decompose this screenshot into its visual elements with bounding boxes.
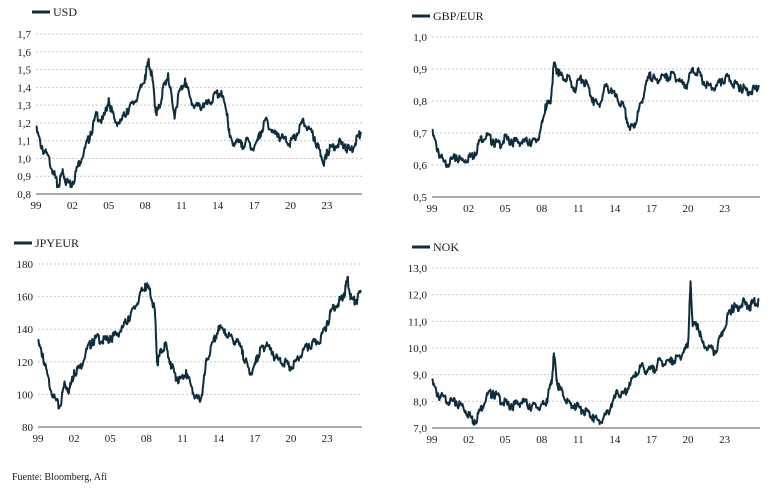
x-tick-label: 17 — [249, 433, 261, 445]
x-tick-label: 20 — [683, 434, 695, 446]
series-line-usd — [35, 57, 362, 189]
y-tick-label: 12,0 — [408, 290, 428, 302]
legend-label: GBP/EUR — [433, 9, 484, 23]
x-tick-label: 23 — [719, 203, 731, 215]
x-tick-label: 14 — [212, 200, 224, 212]
x-tick-label: 02 — [463, 434, 474, 446]
x-tick-label: 05 — [105, 433, 117, 445]
y-tick-label: 1,0 — [413, 32, 427, 44]
x-tick-label: 23 — [321, 200, 333, 212]
x-tick-label: 02 — [463, 203, 474, 215]
y-tick-label: 1,0 — [17, 153, 31, 165]
y-tick-label: 120 — [17, 357, 34, 369]
y-tick-label: 8,0 — [413, 396, 427, 408]
x-tick-label: 11 — [573, 434, 584, 446]
x-tick-label: 99 — [33, 433, 45, 445]
x-tick-label: 99 — [427, 434, 439, 446]
x-tick-label: 08 — [536, 434, 548, 446]
legend-label: NOK — [433, 240, 459, 254]
x-tick-label: 17 — [646, 203, 658, 215]
y-tick-label: 0,7 — [413, 128, 427, 140]
y-tick-label: 13,0 — [408, 263, 428, 275]
x-tick-label: 14 — [609, 203, 621, 215]
x-tick-label: 11 — [573, 203, 584, 215]
y-tick-label: 80 — [22, 422, 34, 434]
x-tick-label: 02 — [67, 200, 78, 212]
y-tick-label: 140 — [17, 324, 34, 336]
series-line-gbpeur — [431, 61, 760, 169]
x-tick-label: 99 — [31, 200, 43, 212]
gbp-eur-chart: 0,5 0,6 0,7 0,8 0,9 1,0 99 02 05 08 11 14 17 20 23 GBP/… — [412, 9, 760, 215]
series-line-jpyeur — [37, 275, 362, 410]
jpyeur-chart: 80 100 120 140 160 180 99 02 05 08 11 14 17 20 23 JPYEU… — [14, 236, 362, 445]
x-tick-label: 05 — [500, 434, 512, 446]
y-tick-label: 160 — [17, 292, 34, 304]
x-tick-label: 02 — [69, 433, 80, 445]
legend-label: USD — [53, 5, 77, 19]
legend-label: JPYEUR — [35, 236, 79, 250]
x-tick-label: 20 — [683, 203, 695, 215]
x-tick-label: 20 — [285, 433, 297, 445]
y-tick-label: 1,6 — [17, 47, 31, 59]
y-tick-label: 180 — [17, 259, 34, 271]
y-tick-label: 0,5 — [413, 192, 427, 204]
x-tick-label: 11 — [177, 433, 188, 445]
y-tick-label: 0,9 — [17, 171, 31, 183]
y-tick-label: 1,1 — [17, 136, 31, 148]
x-tick-label: 20 — [285, 200, 297, 212]
y-tick-label: 0,8 — [17, 189, 31, 201]
series-line-nok — [431, 280, 760, 426]
y-tick-label: 1,5 — [17, 65, 31, 77]
x-tick-label: 08 — [140, 200, 152, 212]
x-tick-label: 99 — [427, 203, 439, 215]
x-tick-label: 17 — [646, 434, 658, 446]
usd-chart: 0,8 0,9 1,0 1,1 1,2 1,3 1,4 1,5 1,6 1,7 99 02 05 08 11… — [17, 5, 362, 212]
x-tick-label: 23 — [719, 434, 731, 446]
y-tick-label: 0,6 — [413, 160, 427, 172]
y-tick-label: 10,0 — [408, 343, 428, 355]
x-tick-label: 17 — [249, 200, 261, 212]
x-tick-label: 08 — [141, 433, 153, 445]
x-tick-label: 05 — [103, 200, 115, 212]
source-note: Fuente: Bloomberg, Afi — [12, 472, 108, 483]
x-tick-label: 11 — [176, 200, 187, 212]
x-tick-label: 23 — [322, 433, 334, 445]
y-tick-label: 9,0 — [413, 370, 427, 382]
y-tick-label: 1,3 — [17, 100, 31, 112]
y-tick-label: 1,4 — [17, 82, 31, 94]
y-tick-label: 11,0 — [408, 316, 427, 328]
y-tick-label: 0,9 — [413, 64, 427, 76]
x-tick-label: 08 — [536, 203, 548, 215]
y-tick-label: 1,2 — [17, 118, 31, 130]
y-tick-label: 0,8 — [413, 96, 427, 108]
x-tick-label: 14 — [609, 434, 621, 446]
y-tick-label: 100 — [17, 389, 34, 401]
y-tick-label: 1,7 — [17, 29, 31, 41]
nok-chart: 7,0 8,0 9,0 10,0 11,0 12,0 13,0 99 02 05 08 11 14 17 2… — [408, 240, 760, 446]
x-tick-label: 05 — [500, 203, 512, 215]
y-tick-label: 7,0 — [413, 423, 427, 435]
x-tick-label: 14 — [213, 433, 225, 445]
